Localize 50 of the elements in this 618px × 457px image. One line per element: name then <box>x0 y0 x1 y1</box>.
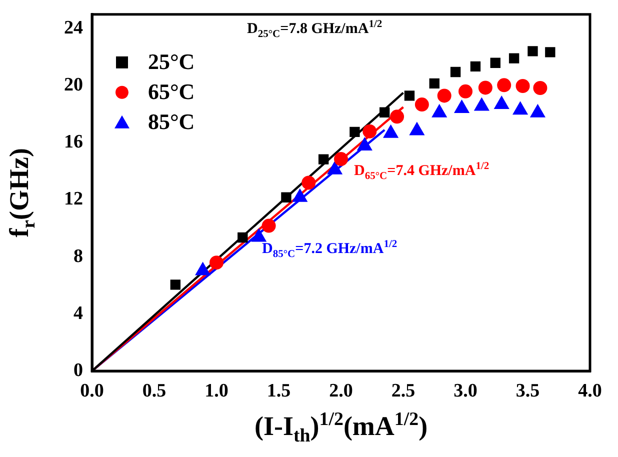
x-tick-label: 3.5 <box>516 380 540 402</box>
annotation: D$_{25°C}$=7.8 GHz/mA$^{1/2}$ <box>247 19 382 40</box>
point <box>238 232 248 243</box>
point <box>404 90 415 101</box>
point <box>450 66 461 78</box>
point <box>362 124 377 138</box>
legend-label: 25°C <box>148 49 195 74</box>
y-tick-label: 0 <box>74 360 83 381</box>
x-tick-label: 4.0 <box>578 380 602 402</box>
x-tick-label: 0.5 <box>142 380 166 402</box>
x-tick-label: 1.0 <box>204 380 228 402</box>
y-tick-label: 12 <box>64 188 83 210</box>
x-tick-label: 1.5 <box>266 380 291 402</box>
point <box>262 218 276 233</box>
point <box>437 88 452 103</box>
annotation: D$_{65°C}$=7.4 GHz/mA$^{1/2}$ <box>354 161 490 182</box>
point <box>470 61 481 72</box>
point <box>497 78 512 92</box>
point <box>390 110 404 124</box>
point <box>170 280 181 290</box>
legend-label: 65°C <box>148 79 195 104</box>
point <box>302 176 316 190</box>
annotation: D$_{85°C}$=7.2 GHz/mA$^{1/2}$ <box>262 239 398 260</box>
point <box>478 80 492 95</box>
point <box>350 126 360 138</box>
x-tick-label: 0.0 <box>80 380 104 402</box>
point <box>533 81 548 95</box>
y-tick-label: 20 <box>64 74 83 96</box>
point <box>414 98 429 112</box>
point <box>545 47 556 58</box>
point <box>379 107 390 118</box>
point <box>318 154 329 164</box>
x-tick-label: 3.0 <box>454 380 478 402</box>
point <box>516 79 530 94</box>
point <box>490 58 500 68</box>
y-tick-label: 4 <box>74 302 84 324</box>
point <box>458 84 472 98</box>
legend-label: 85°C <box>148 109 195 134</box>
point <box>508 53 520 64</box>
y-tick-label: 24 <box>64 18 84 39</box>
point <box>334 152 348 166</box>
x-axis-title: (I-I$_{th}$)$^{1/2}$(mA$^{1/2}$) <box>254 409 428 446</box>
y-tick-label: 8 <box>74 246 83 267</box>
point <box>429 78 440 89</box>
point <box>281 192 292 203</box>
x-tick-label: 2.5 <box>391 380 416 402</box>
y-tick-label: 16 <box>64 132 83 153</box>
point <box>528 46 538 56</box>
x-tick-label: 2.0 <box>329 380 353 402</box>
point <box>210 256 224 270</box>
